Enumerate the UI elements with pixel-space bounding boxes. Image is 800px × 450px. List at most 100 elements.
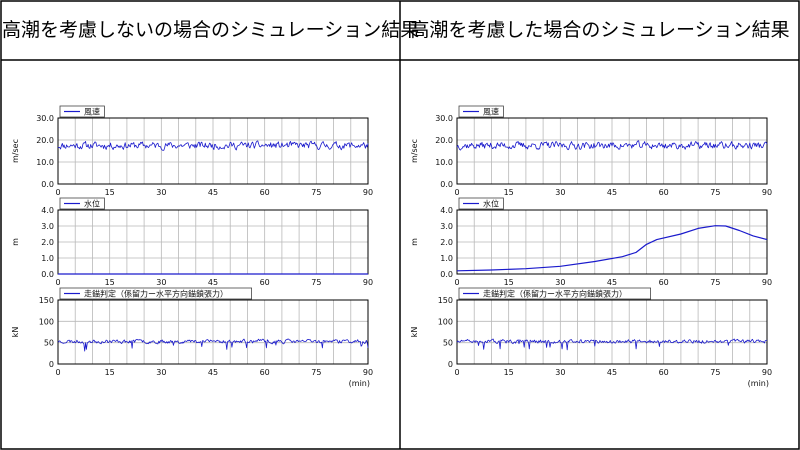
x-tick-label: 30 [156,278,166,287]
y-tick-label: 2.0 [41,238,54,247]
x-tick-label: 90 [363,368,373,377]
x-tick-label: 45 [208,278,218,287]
y-tick-label: 10.0 [435,158,453,167]
legend-box [59,105,105,118]
chart-0-1: 0.0 1.0 2.0 3.0 4.0 0 15 30 45 60 75 90 m 水位 [11,197,373,287]
plot-frame [57,299,369,365]
y-tick-label: 50 [44,339,54,348]
y-tick-label: 0.0 [440,270,453,279]
chart-1-1: 0.0 1.0 2.0 3.0 4.0 0 15 30 45 60 75 90 m 水位 [410,197,772,287]
x-tick-label: 60 [260,278,270,287]
x-tick-label: 45 [607,278,617,287]
x-tick-label: 15 [105,278,115,287]
x-tick-label: 15 [105,188,115,197]
legend-label: 水位 [483,199,499,209]
y-tick-label: 20.0 [435,136,453,145]
x-tick-label: 45 [607,188,617,197]
x-tick-label: 15 [105,368,115,377]
y-tick-label: 2.0 [440,238,453,247]
x-unit-label: (min) [748,379,769,388]
panel-title-right: 高潮を考慮した場合のシミュレーション結果 [410,19,790,41]
plot-frame [456,209,768,275]
y-tick-label: 150 [438,296,453,305]
x-tick-label: 30 [555,278,565,287]
legend: 水位 [59,197,105,210]
x-tick-label: 15 [504,278,514,287]
x-tick-label: 75 [311,188,321,197]
y-tick-label: 0 [49,360,54,369]
x-tick-label: 30 [555,188,565,197]
plot-frame [57,117,369,185]
y-tick-label: 0.0 [440,180,453,189]
chart-0-0: 0.0 10.0 20.0 30.0 0 15 30 45 60 75 90 m/sec 風速 [11,105,373,197]
legend-label: 走錨判定（係留力ー水平方向錨鎖張力） [483,289,627,299]
legend: 風速 [458,105,504,118]
y-tick-label: 100 [438,317,453,326]
y-tick-label: 100 [39,317,54,326]
x-tick-label: 90 [762,188,772,197]
chart-0-2: 0 50 100 150 0 15 30 45 60 75 90 kN (min) 走錨判定（係留力ー水平… [11,287,373,388]
y-tick-label: 0.0 [41,270,54,279]
x-tick-label: 0 [454,278,459,287]
x-tick-label: 75 [710,278,720,287]
x-tick-label: 90 [363,278,373,287]
y-tick-label: 1.0 [41,254,54,263]
x-tick-label: 90 [762,278,772,287]
y-axis-label: m/sec [11,139,20,163]
x-tick-label: 45 [208,188,218,197]
legend-label: 風速 [84,108,100,117]
x-tick-label: 90 [363,188,373,197]
y-tick-label: 0 [448,360,453,369]
series-line [456,225,768,272]
y-axis-label: kN [410,327,419,338]
legend: 走錨判定（係留力ー水平方向錨鎖張力） [59,287,253,300]
x-tick-label: 30 [156,188,166,197]
legend-label: 水位 [84,199,100,209]
chart-1-0: 0.0 10.0 20.0 30.0 0 15 30 45 60 75 90 m/sec 風速 [410,105,772,197]
x-tick-label: 75 [311,278,321,287]
y-tick-label: 50 [443,339,453,348]
x-tick-label: 60 [659,278,669,287]
y-axis-label: m [410,238,419,246]
chart-1-2: 0 50 100 150 0 15 30 45 60 75 90 kN (min) 走錨判定（係留力ー水平… [410,287,772,388]
y-tick-label: 4.0 [440,206,453,215]
plot-frame [456,117,768,185]
legend-box [458,105,504,118]
legend: 走錨判定（係留力ー水平方向錨鎖張力） [458,287,652,300]
y-tick-label: 1.0 [440,254,453,263]
legend-box [458,287,652,300]
x-tick-label: 15 [504,368,514,377]
series-line [456,140,768,151]
x-tick-label: 60 [260,188,270,197]
legend-box [458,197,504,210]
charts-layer: 0.0 10.0 20.0 30.0 0 15 30 45 60 75 90 m/sec 風速 0.0 1.… [11,105,772,388]
x-tick-label: 45 [208,368,218,377]
x-unit-label: (min) [349,379,370,388]
y-tick-label: 4.0 [41,206,54,215]
y-tick-label: 3.0 [41,222,54,231]
legend: 風速 [59,105,105,118]
y-axis-label: kN [11,327,20,338]
y-tick-label: 150 [39,296,54,305]
y-axis-label: m/sec [410,139,419,163]
x-tick-label: 0 [55,368,60,377]
legend: 水位 [458,197,504,210]
legend-box [59,287,253,300]
series-line [456,338,768,351]
x-tick-label: 0 [55,188,60,197]
x-tick-label: 30 [555,368,565,377]
y-tick-label: 0.0 [41,180,54,189]
x-tick-label: 90 [762,368,772,377]
x-tick-label: 60 [260,368,270,377]
series-line [57,338,369,352]
y-tick-label: 30.0 [36,114,54,123]
x-tick-label: 0 [55,278,60,287]
legend-label: 走錨判定（係留力ー水平方向錨鎖張力） [84,289,228,299]
x-tick-label: 0 [454,188,459,197]
x-tick-label: 45 [607,368,617,377]
y-axis-label: m [11,238,20,246]
legend-box [59,197,105,210]
x-tick-label: 60 [659,188,669,197]
y-tick-label: 30.0 [435,114,453,123]
x-tick-label: 75 [710,368,720,377]
